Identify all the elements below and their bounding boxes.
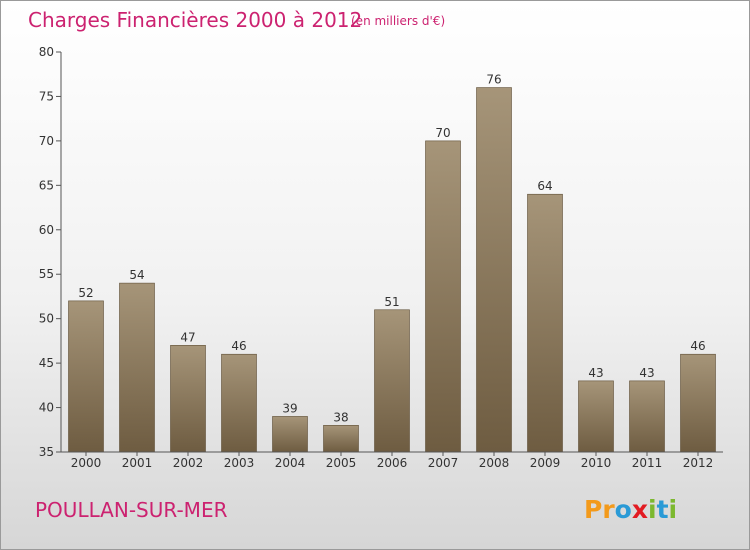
bar-2001 <box>119 282 155 453</box>
x-tick-label-2003: 2003 <box>224 456 255 470</box>
x-tick-label-2006: 2006 <box>377 456 408 470</box>
y-tick-label: 60 <box>39 223 54 237</box>
logo-letter: i <box>669 495 678 524</box>
bar-2009 <box>527 193 563 453</box>
logo-letter: t <box>657 495 669 524</box>
proxiti-logo: Proxiti <box>584 495 677 524</box>
y-tick-label: 35 <box>39 445 54 459</box>
value-label-2001: 54 <box>129 268 144 282</box>
logo-letter: i <box>648 495 657 524</box>
chart-subtitle: (en milliers d'€) <box>351 14 445 28</box>
logo-letter: x <box>632 495 648 524</box>
y-tick-label: 80 <box>39 45 54 59</box>
value-label-2002: 47 <box>180 330 195 344</box>
bar-2006 <box>374 309 410 453</box>
bar-2002 <box>170 345 206 453</box>
y-tick-label: 55 <box>39 267 54 281</box>
y-tick-label: 40 <box>39 401 54 415</box>
x-tick-label-2004: 2004 <box>275 456 306 470</box>
y-axis: 35 40 45 50 55 60 65 70 75 80 <box>39 45 62 459</box>
bar-2004 <box>272 416 308 453</box>
x-tick-label-2000: 2000 <box>71 456 102 470</box>
x-tick-label-2011: 2011 <box>632 456 663 470</box>
x-axis: 2000 2001 2002 2003 2004 2005 2006 2007 2008 2009… <box>61 451 723 470</box>
value-label-2008: 76 <box>486 73 501 87</box>
value-label-2007: 70 <box>435 126 450 140</box>
bars: 52 54 47 46 39 38 51 70 76 64 43 43 46 <box>68 73 716 453</box>
y-tick-label: 65 <box>39 178 54 192</box>
logo-letter: P <box>584 495 602 524</box>
value-label-2009: 64 <box>537 179 552 193</box>
value-label-2005: 38 <box>333 410 348 424</box>
x-tick-label-2009: 2009 <box>530 456 561 470</box>
x-tick-label-2002: 2002 <box>173 456 204 470</box>
value-label-2006: 51 <box>384 295 399 309</box>
value-label-2010: 43 <box>588 366 603 380</box>
value-label-2000: 52 <box>78 286 93 300</box>
x-tick-label-2008: 2008 <box>479 456 510 470</box>
bar-2007 <box>425 140 461 453</box>
y-tick-label: 50 <box>39 312 54 326</box>
x-tick-label-2010: 2010 <box>581 456 612 470</box>
logo-letter: o <box>615 495 632 524</box>
bar-2008 <box>476 87 512 453</box>
commune-name: POULLAN-SUR-MER <box>35 498 228 522</box>
bar-2010 <box>578 380 614 453</box>
bar-2000 <box>68 300 104 453</box>
bar-2003 <box>221 353 257 453</box>
value-label-2011: 43 <box>639 366 654 380</box>
bar-2011 <box>629 380 665 453</box>
chart-title: Charges Financières 2000 à 2012 <box>28 8 362 32</box>
x-tick-label-2001: 2001 <box>122 456 153 470</box>
y-tick-label: 70 <box>39 134 54 148</box>
x-tick-label-2005: 2005 <box>326 456 357 470</box>
x-tick-label-2012: 2012 <box>683 456 714 470</box>
value-label-2003: 46 <box>231 339 246 353</box>
value-label-2012: 46 <box>690 339 705 353</box>
y-tick-label: 75 <box>39 89 54 103</box>
bar-2005 <box>323 425 359 453</box>
y-tick-label: 45 <box>39 356 54 370</box>
logo-letter: r <box>602 495 615 524</box>
bar-2012 <box>680 353 716 453</box>
x-tick-label-2007: 2007 <box>428 456 459 470</box>
value-label-2004: 39 <box>282 401 297 415</box>
